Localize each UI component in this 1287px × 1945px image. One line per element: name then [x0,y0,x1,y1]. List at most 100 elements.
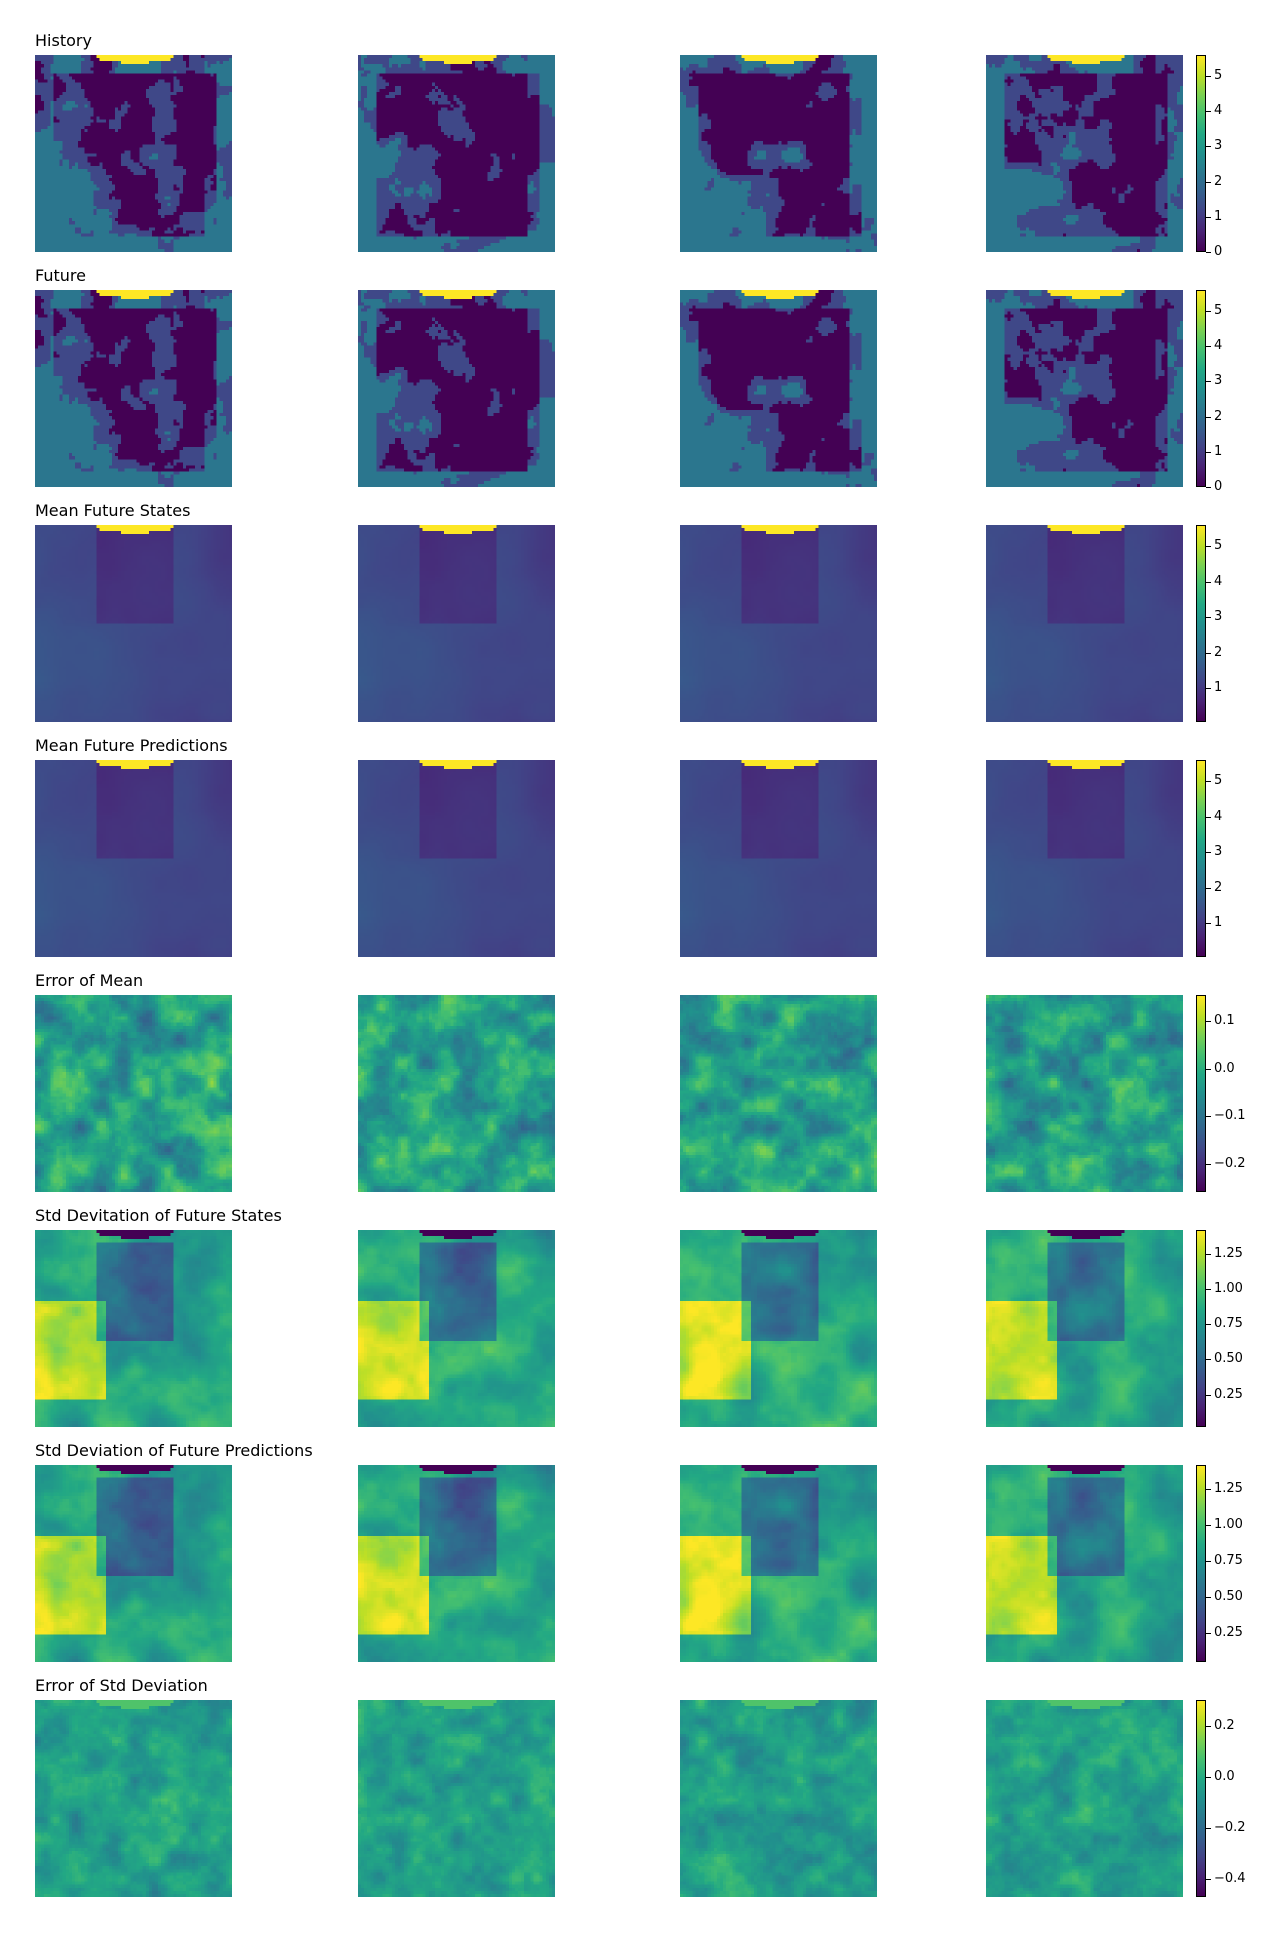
colorbar-tick-label: 1 [1214,915,1223,930]
colorbar-tick-label: 1 [1214,680,1223,695]
heatmap-panel [986,1230,1183,1427]
heatmap-panel [35,760,232,957]
heatmap-panel [35,290,232,487]
heatmap-panel [986,525,1183,722]
colorbar-tick [1206,582,1211,583]
colorbar [1196,760,1206,957]
row-title: Error of Mean [35,971,144,990]
heatmap-panel [358,55,555,252]
colorbar-tick-label: 1.00 [1214,1517,1243,1532]
colorbar-tick-label: −0.1 [1214,1108,1246,1123]
colorbar [1196,1700,1206,1897]
colorbar [1196,1230,1206,1427]
colorbar-tick [1206,1489,1211,1490]
heatmap-panel [986,1465,1183,1662]
colorbar-tick [1206,781,1211,782]
colorbar-tick [1206,111,1211,112]
colorbar-tick [1206,923,1211,924]
colorbar-tick [1206,1324,1211,1325]
colorbar [1196,55,1206,252]
colorbar-tick [1206,417,1211,418]
heatmap-panel [35,55,232,252]
heatmap-panel [680,1465,877,1662]
colorbar-tick [1206,688,1211,689]
colorbar-tick-label: 5 [1214,303,1223,318]
colorbar-tick-label: 2 [1214,645,1223,660]
colorbar-tick [1206,1395,1211,1396]
heatmap-panel [680,1230,877,1427]
heatmap-panel [680,760,877,957]
colorbar-tick [1206,1879,1211,1880]
heatmap-panel [986,995,1183,1192]
colorbar-tick-label: 3 [1214,373,1223,388]
colorbar-tick [1206,1633,1211,1634]
heatmap-panel [986,55,1183,252]
heatmap-panel [986,760,1183,957]
colorbar-tick [1206,1289,1211,1290]
colorbar-tick-label: 2 [1214,174,1223,189]
colorbar-tick [1206,346,1211,347]
colorbar-tick [1206,817,1211,818]
colorbar-tick [1206,182,1211,183]
colorbar-tick-label: 2 [1214,880,1223,895]
row-title: Mean Future States [35,501,191,520]
colorbar-tick-label: 3 [1214,138,1223,153]
heatmap-panel [35,1700,232,1897]
colorbar-tick [1206,217,1211,218]
heatmap-panel [358,1465,555,1662]
colorbar-tick-label: 5 [1214,68,1223,83]
colorbar-tick-label: 0.25 [1214,1625,1243,1640]
colorbar-tick [1206,546,1211,547]
heatmap-panel [986,1700,1183,1897]
colorbar [1196,1465,1206,1662]
colorbar-tick-label: 4 [1214,338,1223,353]
colorbar-tick-label: 0.1 [1214,1013,1235,1028]
colorbar-tick [1206,852,1211,853]
row-title: Std Deviation of Future Predictions [35,1441,313,1460]
colorbar-tick-label: 0 [1214,244,1223,259]
row-title: Std Devitation of Future States [35,1206,282,1225]
row-title: Mean Future Predictions [35,736,228,755]
colorbar-tick [1206,1597,1211,1598]
colorbar [1196,290,1206,487]
colorbar-tick [1206,252,1211,253]
colorbar-tick [1206,1359,1211,1360]
colorbar-tick-label: −0.4 [1214,1871,1246,1886]
colorbar-tick-label: 4 [1214,103,1223,118]
colorbar-tick [1206,381,1211,382]
colorbar-tick [1206,617,1211,618]
colorbar-tick-label: 1.25 [1214,1481,1243,1496]
colorbar-tick-label: 0 [1214,479,1223,494]
colorbar-tick [1206,1069,1211,1070]
heatmap-panel [358,525,555,722]
colorbar-tick-label: 0.75 [1214,1553,1243,1568]
colorbar-tick [1206,452,1211,453]
heatmap-panel [680,290,877,487]
colorbar-tick [1206,146,1211,147]
heatmap-panel [35,1465,232,1662]
colorbar-tick-label: −0.2 [1214,1820,1246,1835]
heatmap-panel [358,1700,555,1897]
row-title: History [35,31,92,50]
colorbar-tick-label: 3 [1214,609,1223,624]
colorbar-tick [1206,1116,1211,1117]
colorbar-tick-label: 0.50 [1214,1351,1243,1366]
colorbar-tick [1206,1164,1211,1165]
colorbar-tick [1206,311,1211,312]
colorbar-tick [1206,1777,1211,1778]
heatmap-panel [680,525,877,722]
heatmap-panel [358,995,555,1192]
heatmap-panel [358,1230,555,1427]
colorbar-tick [1206,1525,1211,1526]
row-title: Future [35,266,86,285]
heatmap-panel [35,1230,232,1427]
colorbar-tick-label: 5 [1214,773,1223,788]
colorbar-tick [1206,653,1211,654]
heatmap-panel [986,290,1183,487]
colorbar-tick-label: 0.75 [1214,1316,1243,1331]
colorbar-tick-label: 2 [1214,409,1223,424]
colorbar-tick-label: 4 [1214,809,1223,824]
heatmap-panel [680,55,877,252]
colorbar-tick [1206,1021,1211,1022]
colorbar-tick [1206,1828,1211,1829]
